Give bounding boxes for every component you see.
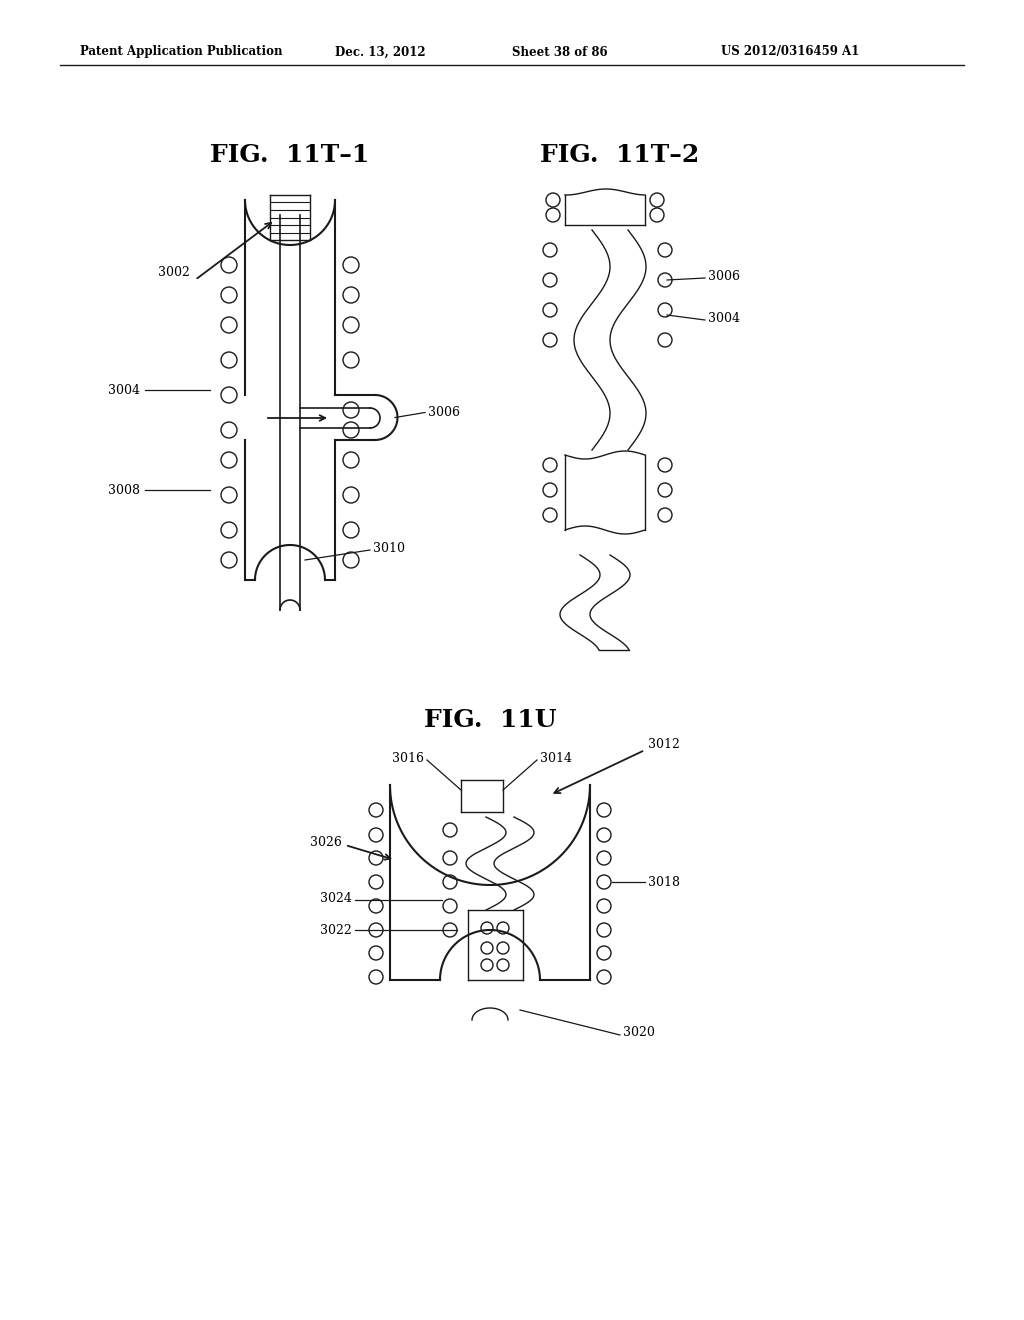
- Text: 3006: 3006: [708, 269, 740, 282]
- Text: 3014: 3014: [540, 751, 572, 764]
- Text: US 2012/0316459 A1: US 2012/0316459 A1: [721, 45, 859, 58]
- Text: FIG.  11T–2: FIG. 11T–2: [541, 143, 699, 168]
- Text: 3026: 3026: [310, 837, 342, 850]
- Text: FIG.  11U: FIG. 11U: [424, 708, 556, 733]
- Text: 3012: 3012: [648, 738, 680, 751]
- Text: 3010: 3010: [373, 541, 406, 554]
- Text: 3022: 3022: [321, 924, 352, 936]
- Text: 3020: 3020: [623, 1027, 655, 1040]
- Text: 3006: 3006: [428, 407, 460, 418]
- Text: 3016: 3016: [392, 751, 424, 764]
- Text: FIG.  11T–1: FIG. 11T–1: [210, 143, 370, 168]
- Text: Dec. 13, 2012: Dec. 13, 2012: [335, 45, 425, 58]
- Text: Patent Application Publication: Patent Application Publication: [80, 45, 283, 58]
- Text: Sheet 38 of 86: Sheet 38 of 86: [512, 45, 608, 58]
- Text: 3002: 3002: [158, 265, 190, 279]
- Text: 3008: 3008: [108, 483, 140, 496]
- Text: 3018: 3018: [648, 875, 680, 888]
- Text: 3024: 3024: [321, 891, 352, 904]
- Text: 3004: 3004: [708, 312, 740, 325]
- Text: 3004: 3004: [108, 384, 140, 396]
